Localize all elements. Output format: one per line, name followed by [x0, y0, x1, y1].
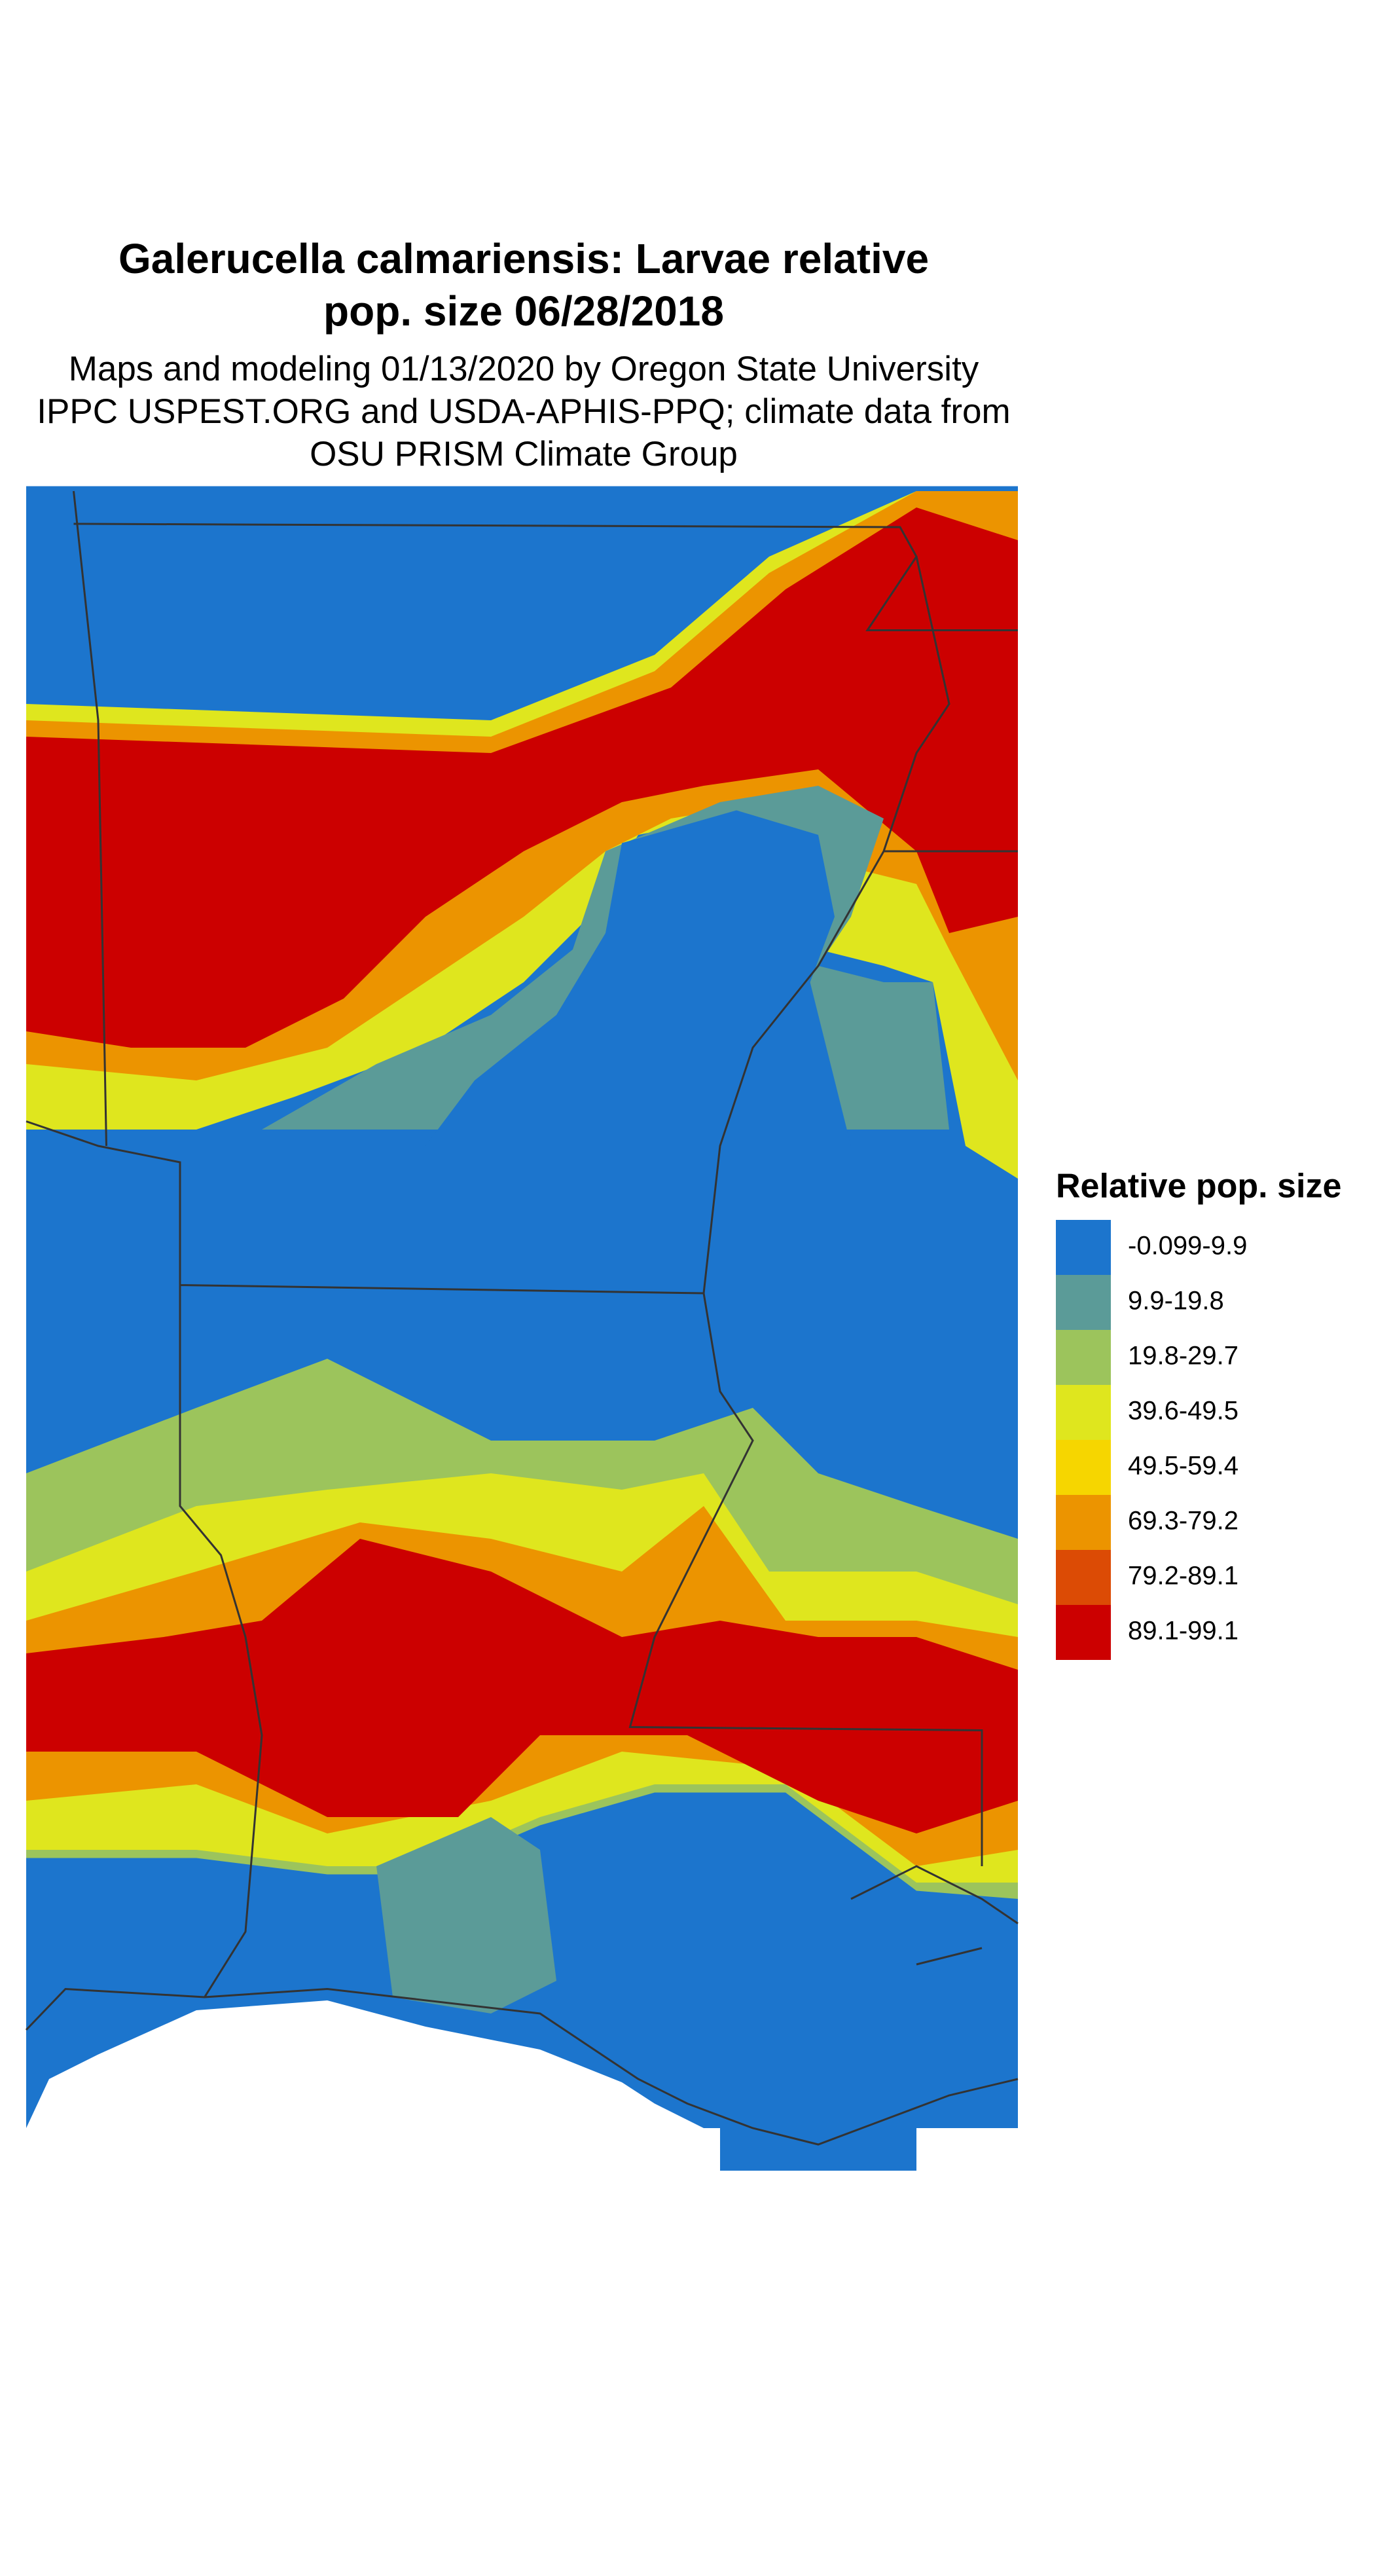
legend-label: 49.5-59.4 — [1128, 1452, 1238, 1481]
legend-label: 19.8-29.7 — [1128, 1342, 1238, 1371]
legend-swatch — [1056, 1385, 1111, 1440]
map-zone — [376, 1817, 556, 2014]
legend-swatch — [1056, 1495, 1111, 1550]
legend-label: 9.9-19.8 — [1128, 1287, 1224, 1316]
map-zone — [425, 810, 851, 1146]
map-zone — [720, 2128, 916, 2171]
no-data-area — [26, 2000, 720, 2177]
legend-swatch — [1056, 1605, 1111, 1660]
map-subtitle: OSU PRISM Climate Group — [310, 435, 738, 473]
map — [25, 486, 1019, 2177]
map-subtitle: IPPC USPEST.ORG and USDA-APHIS-PPQ; clim… — [37, 392, 1010, 431]
legend-swatch — [1056, 1550, 1111, 1605]
legend-label: 89.1-99.1 — [1128, 1617, 1238, 1646]
legend-swatch — [1056, 1220, 1111, 1275]
map-zone — [26, 1539, 1018, 1833]
legend-swatch — [1056, 1440, 1111, 1495]
map-title: pop. size 06/28/2018 — [323, 287, 724, 335]
legend-title: Relative pop. size — [1056, 1168, 1341, 1205]
map-subtitle: Maps and modeling 01/13/2020 by Oregon S… — [69, 350, 979, 388]
map-zone — [26, 507, 1018, 1048]
state-border — [25, 490, 1019, 2146]
legend-label: 39.6-49.5 — [1128, 1397, 1238, 1426]
legend: -0.099-9.9 9.9-19.8 19.8-29.7 39.6-49.5 49.5… — [1056, 1220, 1247, 1660]
legend-label: 69.3-79.2 — [1128, 1507, 1238, 1536]
legend-swatch — [1056, 1275, 1111, 1330]
legend-swatch — [1056, 1330, 1111, 1385]
legend-label: 79.2-89.1 — [1128, 1562, 1238, 1591]
map-title: Galerucella calmariensis: Larvae relativ… — [118, 235, 929, 282]
legend-label: -0.099-9.9 — [1128, 1232, 1247, 1260]
